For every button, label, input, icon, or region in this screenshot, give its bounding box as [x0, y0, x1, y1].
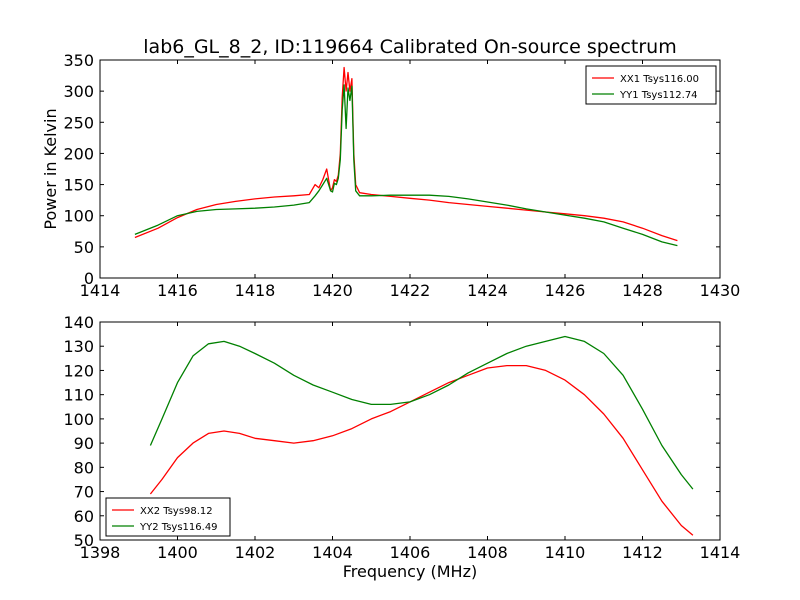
x-tick-label: 1404 [312, 543, 353, 562]
series-layer [134, 66, 678, 247]
x-tick-label: 1430 [700, 281, 741, 300]
spectrum-chart-1: Power in Kelvin 1414 1416 1418 1420 1422 1424… [41, 51, 740, 300]
series-line [149, 335, 694, 490]
legend-label: YY2 Tsys116.49 [139, 522, 218, 533]
y-tick-label: 140 [63, 313, 94, 332]
x-tick-label: 1410 [545, 543, 586, 562]
x-tick-label: 1398 [80, 543, 121, 562]
spectrum-chart-2: Frequency (MHz) 1398 1400 1402 1404 1406 1408… [63, 313, 740, 581]
x-tick-label: 1406 [390, 543, 431, 562]
x-tick-label: 1426 [545, 281, 586, 300]
x-axis-label: Frequency (MHz) [343, 562, 477, 581]
legend-box [585, 65, 717, 105]
ticks: 1414 1416 1418 1420 1422 1424 1426 1428 1430 0 50 1… [63, 51, 740, 300]
x-tick-label: 1418 [235, 281, 276, 300]
y-tick-label: 100 [63, 207, 94, 226]
y-tick-label: 100 [63, 410, 94, 429]
y-tick-label: 90 [74, 434, 94, 453]
series-layer [149, 335, 694, 536]
y-tick-label: 150 [63, 176, 94, 195]
legend: XX2 Tsys98.12 YY2 Tsys116.49 [105, 497, 231, 537]
legend-label: XX2 Tsys98.12 [140, 506, 213, 517]
y-tick-label: 50 [74, 238, 94, 257]
y-tick-label: 300 [63, 82, 94, 101]
x-tick-label: 1420 [312, 281, 353, 300]
y-tick-label: 200 [63, 144, 94, 163]
x-tick-label: 1412 [622, 543, 663, 562]
x-tick-label: 1428 [622, 281, 663, 300]
x-tick-label: 1408 [467, 543, 508, 562]
x-tick-label: 1414 [80, 281, 121, 300]
y-tick-label: 70 [74, 483, 94, 502]
figure-title: lab6_GL_8_2, ID:119664 Calibrated On-sou… [143, 36, 676, 58]
y-tick-label: 50 [74, 531, 94, 550]
legend-label: YY1 Tsys112.74 [619, 90, 698, 101]
y-tick-label: 60 [74, 507, 94, 526]
y-tick-label: 350 [63, 51, 94, 70]
series-line [134, 84, 678, 247]
ticks: 1398 1400 1402 1404 1406 1408 1410 1412 1414 50 60… [63, 313, 740, 562]
x-tick-label: 1416 [157, 281, 198, 300]
x-tick-label: 1422 [390, 281, 431, 300]
y-tick-label: 110 [63, 386, 94, 405]
x-tick-label: 1424 [467, 281, 508, 300]
x-tick-label: 1400 [157, 543, 198, 562]
x-tick-label: 1402 [235, 543, 276, 562]
y-tick-label: 120 [63, 361, 94, 380]
y-tick-label: 250 [63, 113, 94, 132]
y-tick-label: 0 [84, 269, 94, 288]
y-tick-label: 80 [74, 458, 94, 477]
x-tick-label: 1414 [700, 543, 741, 562]
legend: XX1 Tsys116.00 YY1 Tsys112.74 [585, 65, 717, 105]
y-tick-label: 130 [63, 337, 94, 356]
legend-label: XX1 Tsys116.00 [620, 74, 699, 85]
legend-box [105, 497, 231, 537]
y-axis-label: Power in Kelvin [41, 108, 60, 229]
